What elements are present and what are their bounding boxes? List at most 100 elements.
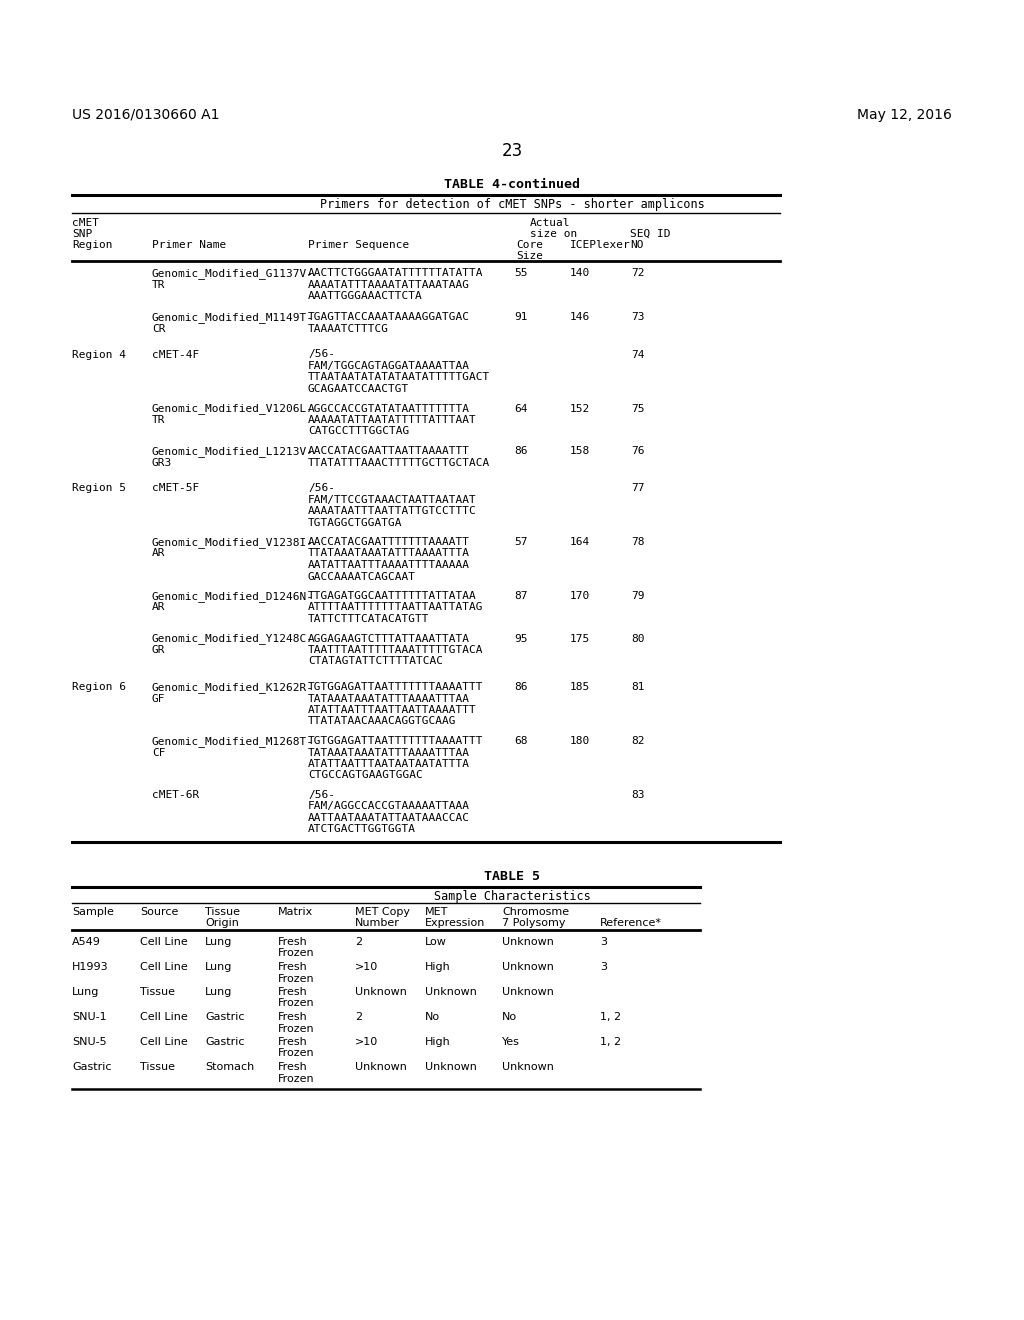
Text: Chromosme: Chromosme <box>502 907 569 917</box>
Text: FAM/TTCCGTAAACTAATTAATAAT: FAM/TTCCGTAAACTAATTAATAAT <box>308 495 477 504</box>
Text: US 2016/0130660 A1: US 2016/0130660 A1 <box>72 108 219 121</box>
Text: 3: 3 <box>600 962 607 972</box>
Text: 180: 180 <box>570 737 590 746</box>
Text: Size: Size <box>516 251 543 261</box>
Text: Sample Characteristics: Sample Characteristics <box>433 890 591 903</box>
Text: /56-: /56- <box>308 483 335 492</box>
Text: Frozen: Frozen <box>278 1048 314 1059</box>
Text: 57: 57 <box>514 537 528 546</box>
Text: TTATATTTAAACTTTTTGCTTGCTACA: TTATATTTAAACTTTTTGCTTGCTACA <box>308 458 490 467</box>
Text: Yes: Yes <box>502 1038 520 1047</box>
Text: 175: 175 <box>570 634 590 644</box>
Text: TABLE 5: TABLE 5 <box>484 870 540 883</box>
Text: Primer Sequence: Primer Sequence <box>308 240 410 249</box>
Text: Unknown: Unknown <box>502 1063 554 1072</box>
Text: Tissue: Tissue <box>140 1063 175 1072</box>
Text: Fresh: Fresh <box>278 1038 308 1047</box>
Text: Unknown: Unknown <box>355 1063 407 1072</box>
Text: May 12, 2016: May 12, 2016 <box>857 108 952 121</box>
Text: Gastric: Gastric <box>72 1063 112 1072</box>
Text: AGGAGAAGTCTTTATTAAATTATA: AGGAGAAGTCTTTATTAAATTATA <box>308 634 470 644</box>
Text: A549: A549 <box>72 937 101 946</box>
Text: 86: 86 <box>514 682 528 692</box>
Text: >10: >10 <box>355 1038 378 1047</box>
Text: Lung: Lung <box>205 937 232 946</box>
Text: Primers for detection of cMET SNPs - shorter amplicons: Primers for detection of cMET SNPs - sho… <box>319 198 705 211</box>
Text: Cell Line: Cell Line <box>140 1012 187 1022</box>
Text: Lung: Lung <box>205 962 232 972</box>
Text: Genomic_Modified_K1262R-: Genomic_Modified_K1262R- <box>152 682 314 693</box>
Text: 87: 87 <box>514 591 528 601</box>
Text: TR: TR <box>152 280 166 289</box>
Text: Low: Low <box>425 937 446 946</box>
Text: Region 5: Region 5 <box>72 483 126 492</box>
Text: Actual: Actual <box>530 218 570 228</box>
Text: Fresh: Fresh <box>278 937 308 946</box>
Text: 140: 140 <box>570 268 590 279</box>
Text: Fresh: Fresh <box>278 962 308 972</box>
Text: 86: 86 <box>514 446 528 455</box>
Text: AAAAATATTAATATTTTTATTTAAT: AAAAATATTAATATTTTTATTTAAT <box>308 414 477 425</box>
Text: 23: 23 <box>502 143 522 160</box>
Text: Tissue: Tissue <box>205 907 240 917</box>
Text: 55: 55 <box>514 268 528 279</box>
Text: Primer Name: Primer Name <box>152 240 226 249</box>
Text: GACCAAAATCAGCAAT: GACCAAAATCAGCAAT <box>308 572 416 582</box>
Text: 72: 72 <box>631 268 645 279</box>
Text: cMET-6R: cMET-6R <box>152 789 200 800</box>
Text: 83: 83 <box>631 789 645 800</box>
Text: Unknown: Unknown <box>502 937 554 946</box>
Text: AAAATAATTTAATTATTGTCCTTTC: AAAATAATTTAATTATTGTCCTTTC <box>308 506 477 516</box>
Text: Frozen: Frozen <box>278 949 314 958</box>
Text: 68: 68 <box>514 737 528 746</box>
Text: 73: 73 <box>631 313 645 322</box>
Text: AATATTAATTTAAAATTTTAAAAA: AATATTAATTTAAAATTTTAAAAA <box>308 560 470 570</box>
Text: Unknown: Unknown <box>502 962 554 972</box>
Text: Stomach: Stomach <box>205 1063 254 1072</box>
Text: Genomic_Modified_G1137V-: Genomic_Modified_G1137V- <box>152 268 314 279</box>
Text: 7 Polysomy: 7 Polysomy <box>502 917 565 928</box>
Text: Cell Line: Cell Line <box>140 962 187 972</box>
Text: TAAAATCTTTCG: TAAAATCTTTCG <box>308 323 389 334</box>
Text: 76: 76 <box>631 446 645 455</box>
Text: Gastric: Gastric <box>205 1038 245 1047</box>
Text: CATGCCTTTGGCTAG: CATGCCTTTGGCTAG <box>308 426 410 437</box>
Text: FAM/AGGCCACCGTAAAAATTAAA: FAM/AGGCCACCGTAAAAATTAAA <box>308 801 470 812</box>
Text: 152: 152 <box>570 404 590 413</box>
Text: High: High <box>425 1038 451 1047</box>
Text: Fresh: Fresh <box>278 987 308 997</box>
Text: size on: size on <box>530 228 578 239</box>
Text: 77: 77 <box>631 483 645 492</box>
Text: MET: MET <box>425 907 449 917</box>
Text: Frozen: Frozen <box>278 1023 314 1034</box>
Text: 185: 185 <box>570 682 590 692</box>
Text: H1993: H1993 <box>72 962 109 972</box>
Text: Unknown: Unknown <box>425 1063 477 1072</box>
Text: TATAAATAAATATTTAAAATTTAA: TATAAATAAATATTTAAAATTTAA <box>308 747 470 758</box>
Text: TTATAAATAAATATTTAAAATTTA: TTATAAATAAATATTTAAAATTTA <box>308 549 470 558</box>
Text: cMET: cMET <box>72 218 99 228</box>
Text: 79: 79 <box>631 591 645 601</box>
Text: Genomic_Modified_M1268T-: Genomic_Modified_M1268T- <box>152 737 314 747</box>
Text: SNP: SNP <box>72 228 92 239</box>
Text: ATTTTAATTTTTTTAATTAATTATAG: ATTTTAATTTTTTTAATTAATTATAG <box>308 602 483 612</box>
Text: TGTAGGCTGGATGA: TGTAGGCTGGATGA <box>308 517 402 528</box>
Text: Matrix: Matrix <box>278 907 313 917</box>
Text: 158: 158 <box>570 446 590 455</box>
Text: Genomic_Modified_D1246N-: Genomic_Modified_D1246N- <box>152 591 314 602</box>
Text: Region 4: Region 4 <box>72 350 126 359</box>
Text: Source: Source <box>140 907 178 917</box>
Text: 64: 64 <box>514 404 528 413</box>
Text: TTGAGATGGCAATTTTTTATTATAA: TTGAGATGGCAATTTTTTATTATAA <box>308 591 477 601</box>
Text: TATTCTTTCATACATGTT: TATTCTTTCATACATGTT <box>308 614 429 624</box>
Text: MET Copy: MET Copy <box>355 907 410 917</box>
Text: TTATATAACAAACAGGTGCAAG: TTATATAACAAACAGGTGCAAG <box>308 717 457 726</box>
Text: GR: GR <box>152 645 166 655</box>
Text: ICEPlexer: ICEPlexer <box>570 240 631 249</box>
Text: AACTTCTGGGAATATTTTTTATATTA: AACTTCTGGGAATATTTTTTATATTA <box>308 268 483 279</box>
Text: Number: Number <box>355 917 400 928</box>
Text: No: No <box>425 1012 440 1022</box>
Text: Frozen: Frozen <box>278 1073 314 1084</box>
Text: NO: NO <box>630 240 643 249</box>
Text: TGTGGAGATTAATTTTTTTAAAATTT: TGTGGAGATTAATTTTTTTAAAATTT <box>308 682 483 692</box>
